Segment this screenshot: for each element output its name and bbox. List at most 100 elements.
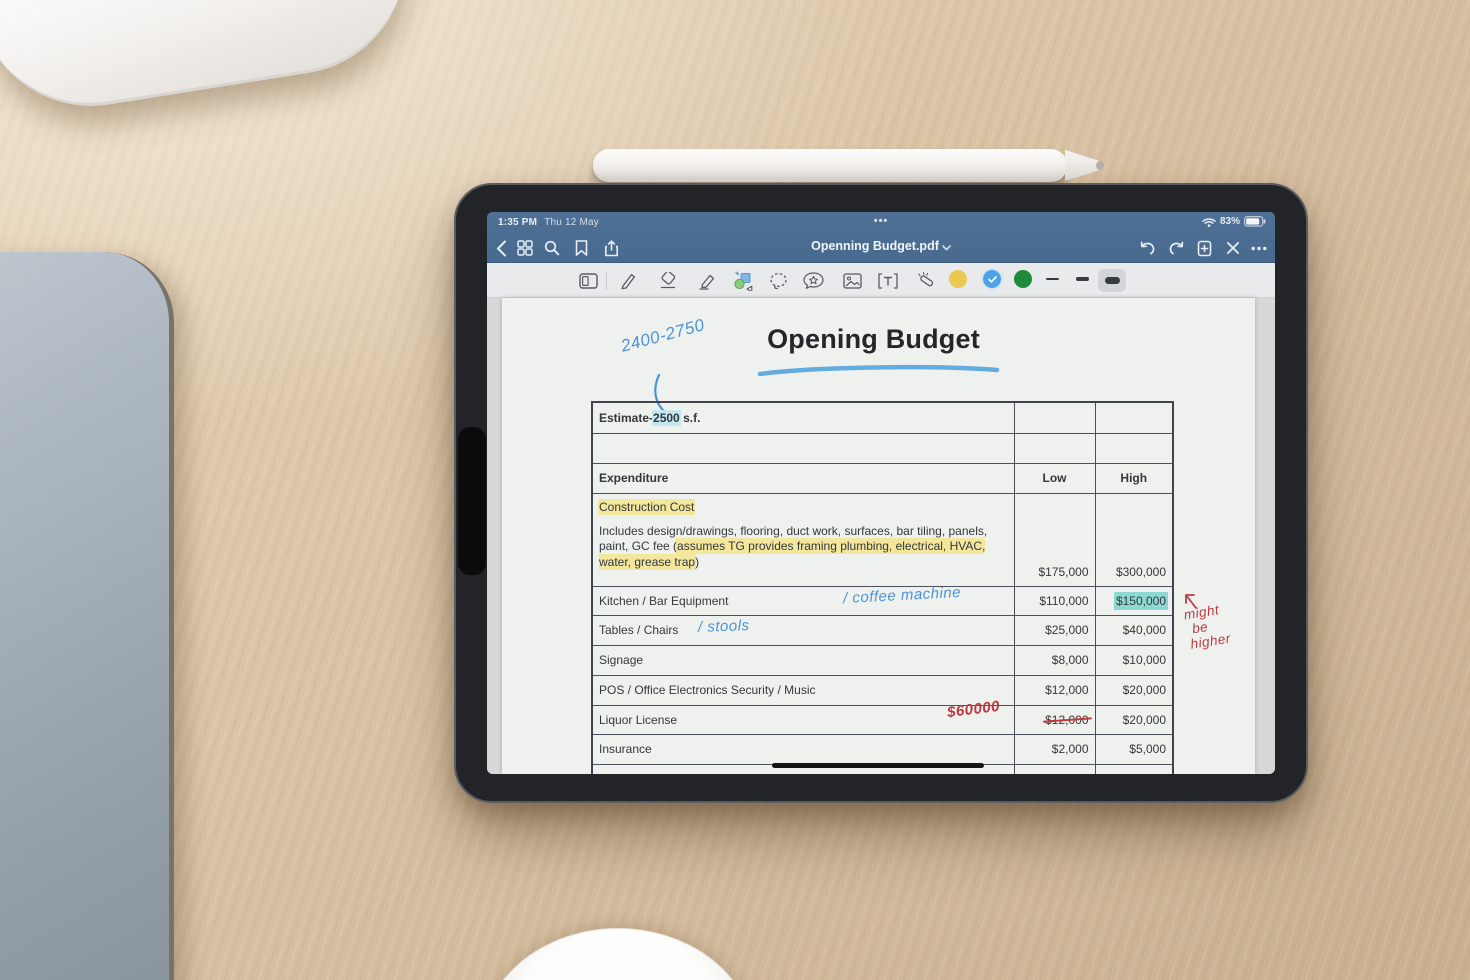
color-swatch-green[interactable]	[1014, 270, 1032, 288]
table-row-liquor: Liquor License $12,000 $20,000	[591, 704, 1174, 735]
undo-button[interactable]	[1135, 236, 1159, 260]
table-row-pos: POS / Office Electronics Security / Musi…	[591, 674, 1174, 706]
table-row-header: Expenditure Low High	[591, 462, 1174, 494]
empty-cell	[1013, 763, 1096, 774]
construction-description: Includes design/drawings, flooring, duct…	[599, 524, 1001, 571]
search-button[interactable]	[540, 236, 564, 260]
nav-bar: Openning Budget.pdf	[487, 233, 1275, 263]
shapes-tool[interactable]	[730, 267, 757, 294]
redo-button[interactable]	[1164, 236, 1188, 260]
page-title: Opening Budget	[767, 324, 980, 354]
document-area: Opening Budget 2400-2750 might be higher	[487, 298, 1275, 774]
row-low-value: $2,000	[1013, 733, 1096, 765]
back-button[interactable]	[489, 236, 513, 260]
empty-cell	[1094, 763, 1174, 774]
ipad: 1:35 PM Thu 12 May ••• 83%	[454, 183, 1308, 803]
thickness-thin[interactable]	[1046, 278, 1059, 280]
wireless-charger	[480, 928, 756, 980]
image-tool[interactable]	[839, 267, 866, 294]
text-tool[interactable]	[874, 267, 901, 294]
estimate-suffix: s.f.	[679, 410, 701, 425]
thickness-thick-dash	[1104, 277, 1120, 284]
thumbnails-panel-tool[interactable]	[575, 267, 602, 294]
table-row-insurance: Insurance $2,000 $5,000	[591, 733, 1174, 765]
thumbnails-grid-button[interactable]	[513, 236, 537, 260]
clock-text: 1:35 PM	[498, 217, 538, 228]
apple-pencil-tip	[1096, 161, 1104, 170]
col-header-low: Low	[1013, 462, 1096, 494]
home-indicator[interactable]	[772, 763, 984, 768]
table-row-blank	[591, 432, 1174, 464]
laser-pointer-tool[interactable]	[910, 267, 937, 294]
budget-table: Estimate-2500 s.f. Expenditure Low High	[591, 401, 1174, 774]
color-swatch-blue[interactable]	[983, 270, 1001, 288]
multitask-dots: •••	[873, 215, 889, 227]
might-be-higher-note: might be higher	[1183, 601, 1232, 652]
construction-desc-part: Includes design/drawings, flooring, duct…	[599, 523, 988, 554]
ipad-screen: 1:35 PM Thu 12 May ••• 83%	[487, 212, 1275, 774]
status-time-date: 1:35 PM Thu 12 May	[498, 217, 599, 228]
liquor-low-struck: $12,000	[1045, 712, 1089, 727]
row-low-value: $12,000	[1013, 674, 1096, 706]
estimate-sqft-highlight: 2500	[653, 410, 680, 425]
front-camera	[458, 427, 486, 575]
more-button[interactable]	[1247, 236, 1271, 260]
status-bar: 1:35 PM Thu 12 May ••• 83%	[487, 212, 1275, 233]
pdf-page: Opening Budget 2400-2750 might be higher	[502, 298, 1255, 774]
annotation-toolbar	[487, 263, 1275, 298]
wifi-icon	[1202, 217, 1216, 227]
row-high-value: $150,000	[1094, 585, 1174, 616]
empty-cell	[1094, 401, 1174, 434]
estimate-cell: Estimate-2500 s.f.	[591, 401, 1015, 434]
estimate-prefix: Estimate-	[599, 410, 654, 425]
row-high-value: $5,000	[1094, 733, 1174, 765]
highlighter-tool[interactable]	[694, 267, 721, 294]
construction-label-highlight: Construction Cost	[599, 499, 695, 514]
row-label: Tables / Chairs	[591, 614, 1015, 646]
row-low-value: $110,000	[1013, 585, 1096, 616]
row-label: POS / Office Electronics Security / Musi…	[591, 674, 1015, 706]
add-page-button[interactable]	[1192, 236, 1216, 260]
check-icon	[987, 275, 997, 283]
battery-icon	[1244, 216, 1266, 227]
thickness-medium[interactable]	[1076, 277, 1089, 281]
table-row-construction: Construction Cost Includes design/drawin…	[591, 492, 1174, 587]
table-row-tables-chairs: Tables / Chairs $25,000 $40,000	[591, 614, 1174, 646]
color-swatch-yellow[interactable]	[949, 270, 967, 288]
apple-pencil	[593, 149, 1105, 182]
row-low-value: $8,000	[1013, 644, 1096, 676]
table-row-signage: Signage $8,000 $10,000	[591, 644, 1174, 676]
empty-cell	[1094, 432, 1174, 464]
construction-low-value: $175,000	[1013, 492, 1096, 587]
construction-desc-highlight: assumes TG provides framing plumbing,	[677, 539, 893, 553]
document-title-text: Openning Budget.pdf	[811, 239, 939, 253]
empty-cell	[591, 432, 1015, 464]
col-header-expenditure: Expenditure	[591, 462, 1015, 494]
empty-cell	[1013, 401, 1096, 434]
app-header: 1:35 PM Thu 12 May ••• 83%	[487, 212, 1275, 263]
table-row-estimate: Estimate-2500 s.f.	[591, 401, 1174, 434]
document-title-menu[interactable]: Openning Budget.pdf	[487, 239, 1275, 253]
elements-tool[interactable]	[800, 267, 827, 294]
bookmark-button[interactable]	[569, 236, 593, 260]
thickness-thick[interactable]	[1098, 269, 1126, 292]
row-high-value: $20,000	[1094, 674, 1174, 706]
row-label: Insurance	[591, 733, 1015, 765]
date-text: Thu 12 May	[544, 217, 600, 228]
magic-mouse	[0, 0, 423, 123]
laptop-edge	[0, 252, 174, 980]
eraser-tool[interactable]	[654, 267, 681, 294]
apple-pencil-body	[593, 149, 1067, 182]
title-underline-stroke	[757, 364, 1000, 377]
kitchen-high-highlight: $150,000	[1115, 593, 1166, 608]
row-low-value: $25,000	[1013, 614, 1096, 646]
close-button[interactable]	[1221, 236, 1245, 260]
row-high-value: $10,000	[1094, 644, 1174, 676]
pen-tool[interactable]	[614, 267, 641, 294]
toolbar-divider	[606, 272, 607, 290]
row-high-value: $20,000	[1094, 704, 1174, 735]
chevron-down-icon	[942, 245, 951, 251]
lasso-tool[interactable]	[765, 267, 792, 294]
share-button[interactable]	[599, 236, 623, 260]
